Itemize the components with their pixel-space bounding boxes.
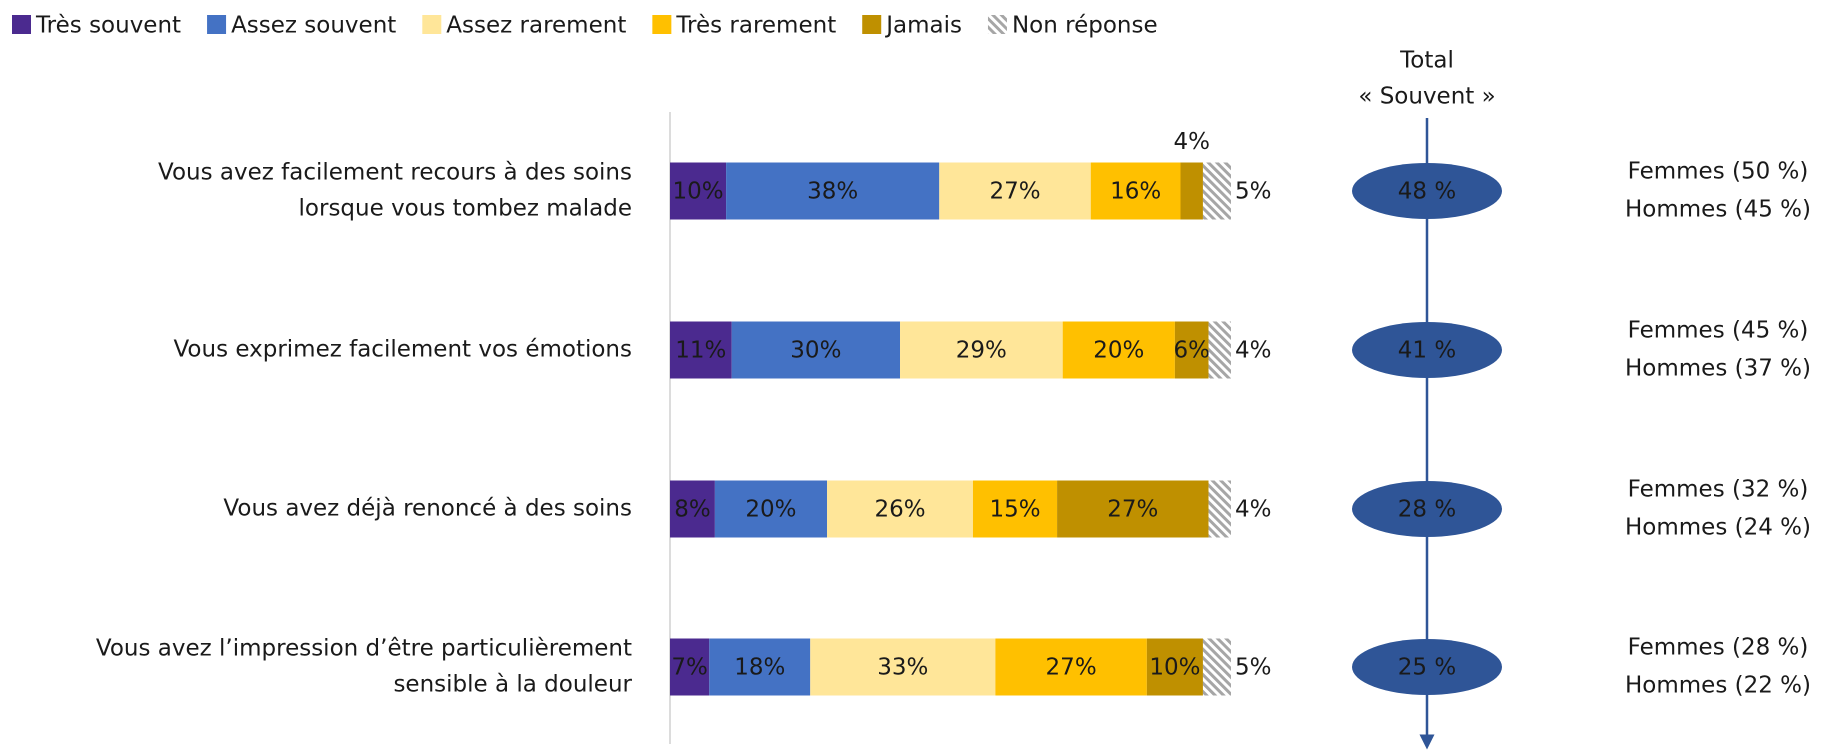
bar-segment <box>1062 321 1175 379</box>
total-title: « Souvent » <box>1358 84 1495 110</box>
gender-note: Femmes (45 %) <box>1628 318 1809 344</box>
value-label: 4% <box>1235 338 1272 364</box>
legend-swatch <box>652 15 672 34</box>
bar-segment <box>670 321 732 379</box>
bar-segment <box>726 162 940 220</box>
total-label: 25 % <box>1398 655 1456 681</box>
value-label: 8% <box>674 497 711 523</box>
legend-label: Assez rarement <box>446 13 626 39</box>
total-title: Total <box>1399 48 1454 74</box>
value-label: 30% <box>790 338 841 364</box>
category-label: Vous exprimez facilement vos émotions <box>173 337 632 363</box>
bar-segment <box>1208 321 1231 379</box>
gender-note: Hommes (24 %) <box>1625 515 1811 541</box>
bar-segment <box>810 638 996 696</box>
legend-swatch <box>12 15 31 34</box>
value-label: 10% <box>1149 655 1200 681</box>
legend-swatch <box>987 15 1007 34</box>
value-label: 26% <box>874 497 925 523</box>
value-label: 38% <box>807 179 858 205</box>
bar-segment <box>1208 480 1231 538</box>
total-ellipse <box>1352 481 1502 537</box>
legend-swatch <box>422 15 442 34</box>
value-label: 15% <box>989 497 1040 523</box>
bar-segment <box>900 321 1063 379</box>
bar-segment <box>670 638 710 696</box>
bar-segment <box>1180 162 1203 220</box>
gender-note: Hommes (37 %) <box>1625 356 1811 382</box>
bar-segment <box>972 480 1058 538</box>
total-ellipse <box>1352 163 1502 219</box>
bar-segment <box>731 321 901 379</box>
value-label: 11% <box>675 338 726 364</box>
total-label: 41 % <box>1398 338 1456 364</box>
legend-swatch <box>207 15 227 34</box>
bar-segment <box>1146 638 1203 696</box>
value-label: 27% <box>1046 655 1097 681</box>
value-label: 33% <box>877 655 928 681</box>
total-ellipse <box>1352 322 1502 378</box>
bar-segment <box>709 638 811 696</box>
value-label: 16% <box>1110 179 1161 205</box>
legend-swatch <box>862 15 882 34</box>
value-label: 27% <box>1107 497 1158 523</box>
value-label: 29% <box>956 338 1007 364</box>
bar-segment <box>1090 162 1181 220</box>
legend-label: Jamais <box>884 13 962 39</box>
total-label: 48 % <box>1398 179 1456 205</box>
bar-segment <box>670 162 727 220</box>
bar-segment <box>995 638 1147 696</box>
bar-segment <box>939 162 1091 220</box>
bar-segment <box>670 480 715 538</box>
gender-note: Hommes (22 %) <box>1625 673 1811 699</box>
total-ellipse <box>1352 639 1502 695</box>
legend-label: Très rarement <box>675 13 836 39</box>
value-label: 20% <box>745 497 796 523</box>
gender-note: Femmes (50 %) <box>1628 159 1809 185</box>
legend-label: Non réponse <box>1012 13 1158 39</box>
category-label: lorsque vous tombez malade <box>299 196 632 222</box>
value-label: 4% <box>1173 129 1210 155</box>
value-label: 4% <box>1235 497 1272 523</box>
value-label: 5% <box>1235 179 1272 205</box>
value-label: 18% <box>734 655 785 681</box>
total-label: 28 % <box>1398 497 1456 523</box>
gender-note: Hommes (45 %) <box>1625 197 1811 223</box>
gender-note: Femmes (32 %) <box>1628 477 1809 503</box>
legend-label: Assez souvent <box>231 13 396 39</box>
bar-segment <box>1202 162 1231 220</box>
category-label: Vous avez l’impression d’être particuliè… <box>96 636 632 662</box>
value-label: 7% <box>671 655 708 681</box>
value-label: 10% <box>672 179 723 205</box>
value-label: 27% <box>989 179 1040 205</box>
category-label: sensible à la douleur <box>393 672 632 698</box>
value-label: 20% <box>1093 338 1144 364</box>
gender-note: Femmes (28 %) <box>1628 635 1809 661</box>
category-label: Vous avez facilement recours à des soins <box>158 160 632 186</box>
bar-segment <box>1202 638 1231 696</box>
bar-segment <box>1174 321 1209 379</box>
bar-segment <box>714 480 828 538</box>
legend-label: Très souvent <box>35 13 181 39</box>
bar-segment <box>827 480 973 538</box>
bar-segment <box>1057 480 1209 538</box>
category-label: Vous avez déjà renoncé à des soins <box>223 496 632 522</box>
value-label: 6% <box>1173 338 1210 364</box>
value-label: 5% <box>1235 655 1272 681</box>
